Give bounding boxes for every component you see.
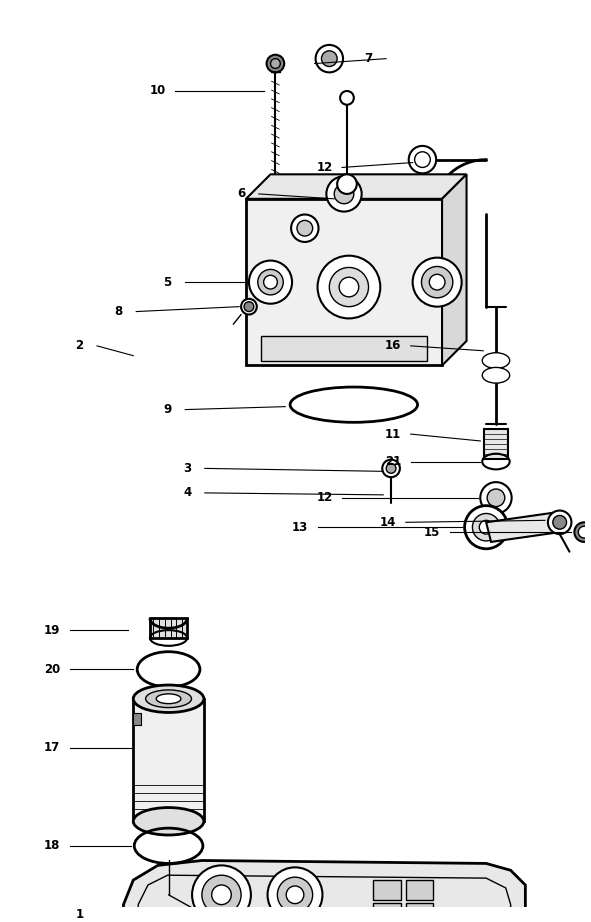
Ellipse shape — [482, 368, 509, 384]
Circle shape — [297, 220, 313, 236]
Circle shape — [465, 505, 508, 549]
Bar — [261, 336, 427, 361]
Text: 2: 2 — [75, 339, 83, 352]
Text: 10: 10 — [150, 85, 166, 98]
Text: 4: 4 — [183, 487, 191, 500]
Ellipse shape — [133, 808, 204, 835]
Circle shape — [335, 184, 354, 204]
Polygon shape — [124, 860, 525, 922]
Bar — [374, 903, 401, 922]
Circle shape — [574, 522, 591, 542]
Bar — [406, 903, 433, 922]
Circle shape — [286, 886, 304, 904]
Bar — [374, 881, 401, 900]
Polygon shape — [246, 174, 466, 199]
Circle shape — [326, 176, 362, 211]
Circle shape — [271, 59, 280, 68]
Polygon shape — [442, 174, 466, 365]
Circle shape — [244, 301, 254, 312]
Circle shape — [241, 299, 256, 314]
Bar — [406, 881, 433, 900]
Circle shape — [480, 482, 512, 514]
Circle shape — [479, 520, 493, 534]
Circle shape — [249, 261, 292, 303]
Ellipse shape — [482, 353, 509, 369]
Text: 18: 18 — [44, 839, 60, 852]
Ellipse shape — [145, 690, 191, 707]
Text: 7: 7 — [365, 53, 372, 65]
Text: 20: 20 — [44, 663, 60, 676]
Circle shape — [339, 278, 359, 297]
Ellipse shape — [156, 694, 181, 703]
Circle shape — [340, 91, 354, 105]
Bar — [133, 699, 204, 822]
Circle shape — [413, 257, 462, 307]
Polygon shape — [150, 619, 187, 638]
Circle shape — [409, 146, 436, 173]
Text: 12: 12 — [316, 491, 333, 504]
Text: 8: 8 — [115, 305, 123, 318]
Circle shape — [192, 866, 251, 922]
Text: 1: 1 — [75, 908, 83, 921]
Circle shape — [316, 45, 343, 72]
Circle shape — [415, 152, 430, 168]
Text: 6: 6 — [237, 187, 245, 200]
Text: 14: 14 — [380, 515, 397, 529]
Text: 3: 3 — [183, 462, 191, 475]
Circle shape — [202, 875, 241, 915]
Circle shape — [553, 515, 567, 529]
Polygon shape — [246, 199, 442, 365]
Circle shape — [268, 868, 323, 922]
Circle shape — [429, 275, 445, 290]
Circle shape — [472, 514, 500, 541]
Circle shape — [329, 267, 369, 307]
Text: 21: 21 — [385, 455, 401, 468]
Circle shape — [264, 276, 277, 289]
Polygon shape — [486, 513, 560, 542]
Bar — [133, 714, 141, 726]
Text: 13: 13 — [292, 521, 308, 534]
Circle shape — [548, 511, 571, 534]
Circle shape — [421, 266, 453, 298]
Text: 19: 19 — [44, 623, 60, 636]
Circle shape — [487, 489, 505, 506]
Circle shape — [317, 255, 380, 318]
Circle shape — [386, 464, 396, 473]
Circle shape — [579, 526, 590, 538]
Circle shape — [322, 51, 337, 66]
Text: 5: 5 — [164, 276, 172, 289]
Circle shape — [277, 877, 313, 913]
Bar — [484, 429, 508, 458]
Text: 15: 15 — [424, 526, 440, 538]
Text: 16: 16 — [385, 339, 401, 352]
Text: 11: 11 — [385, 428, 401, 441]
Text: 9: 9 — [164, 403, 172, 416]
Circle shape — [291, 215, 319, 242]
Text: 17: 17 — [44, 741, 60, 754]
Circle shape — [212, 885, 231, 904]
Circle shape — [267, 54, 284, 72]
Circle shape — [258, 269, 283, 295]
Ellipse shape — [133, 685, 204, 713]
Circle shape — [337, 174, 357, 194]
Text: 12: 12 — [316, 161, 333, 174]
Circle shape — [382, 459, 400, 478]
